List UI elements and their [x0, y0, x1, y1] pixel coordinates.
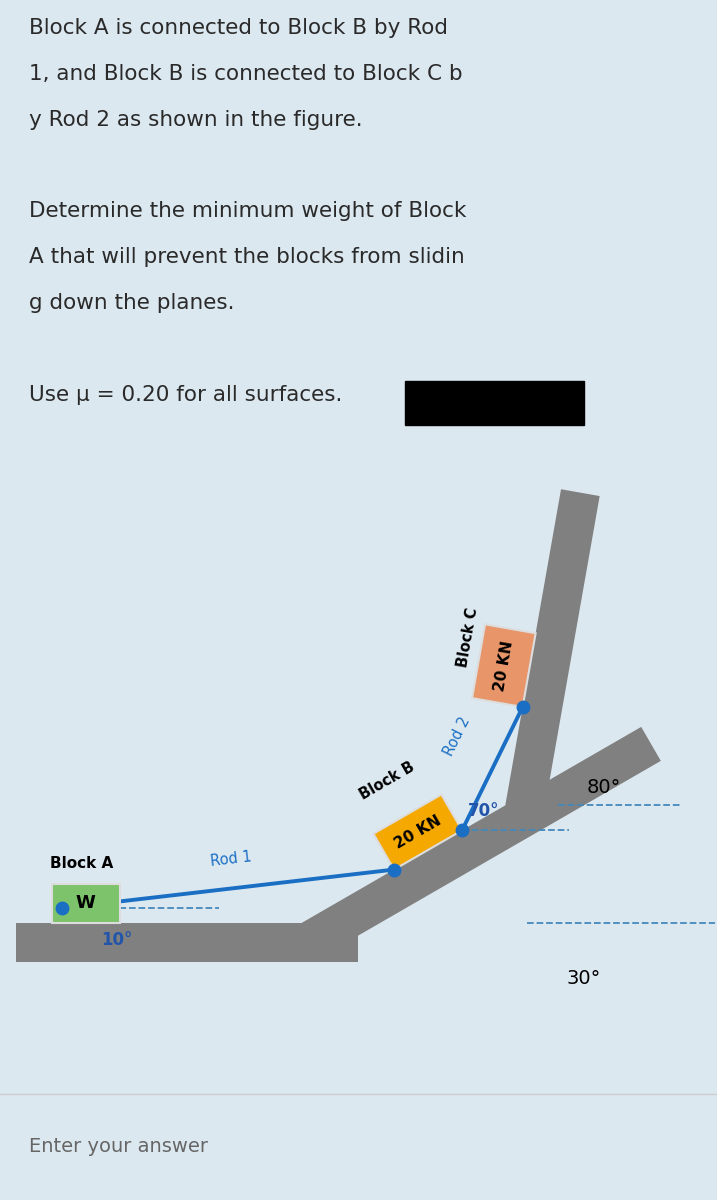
Text: W: W — [76, 894, 95, 912]
Text: 70°: 70° — [467, 802, 499, 820]
Text: 20 KN: 20 KN — [492, 640, 516, 692]
Polygon shape — [505, 490, 599, 812]
Polygon shape — [301, 727, 661, 958]
Text: Block A is connected to Block B by Rod: Block A is connected to Block B by Rod — [29, 18, 447, 37]
Polygon shape — [505, 805, 544, 839]
Text: 80°: 80° — [587, 778, 621, 797]
Text: A that will prevent the blocks from slidin: A that will prevent the blocks from slid… — [29, 247, 465, 268]
Text: Determine the minimum weight of Block: Determine the minimum weight of Block — [29, 202, 466, 222]
FancyBboxPatch shape — [405, 382, 584, 425]
Polygon shape — [16, 923, 358, 962]
Text: Block C: Block C — [455, 606, 480, 668]
Text: Rod 2: Rod 2 — [441, 714, 473, 758]
Text: 20 KN: 20 KN — [392, 812, 444, 851]
Text: y Rod 2 as shown in the figure.: y Rod 2 as shown in the figure. — [29, 109, 362, 130]
Polygon shape — [472, 624, 536, 707]
Text: 1, and Block B is connected to Block C b: 1, and Block B is connected to Block C b — [29, 64, 462, 84]
Text: Block B: Block B — [356, 760, 417, 803]
Text: 10°: 10° — [101, 931, 133, 949]
FancyBboxPatch shape — [52, 884, 120, 923]
Text: 30°: 30° — [566, 970, 601, 989]
Text: Use μ = 0.20 for all surfaces.: Use μ = 0.20 for all surfaces. — [29, 385, 342, 406]
Text: Block A: Block A — [50, 856, 114, 871]
Text: Rod 1: Rod 1 — [210, 850, 253, 869]
Text: Enter your answer: Enter your answer — [29, 1136, 208, 1156]
Polygon shape — [374, 794, 462, 870]
Text: g down the planes.: g down the planes. — [29, 294, 234, 313]
